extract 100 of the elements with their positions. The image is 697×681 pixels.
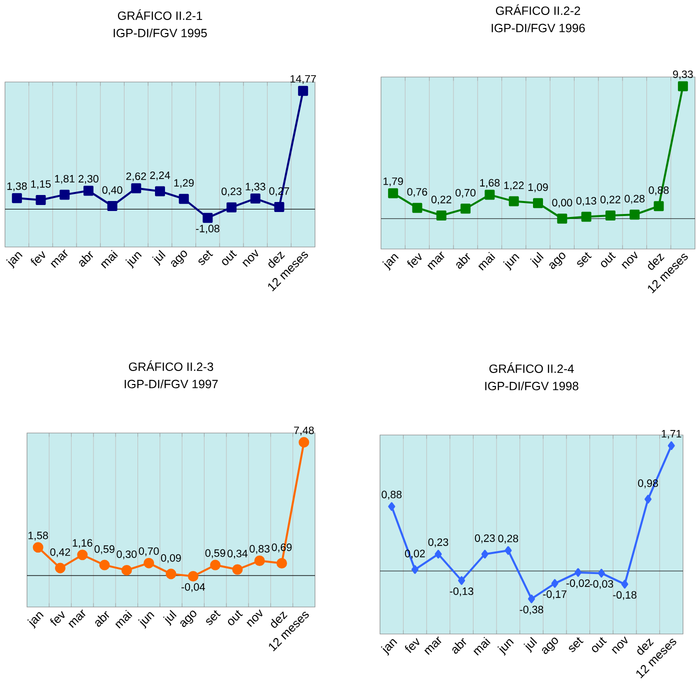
x-tick-label: out — [228, 610, 243, 626]
point — [411, 565, 418, 574]
chart-subtitle: IGP-DI/FGV 1996 — [492, 23, 585, 32]
data-label: -0,04 — [181, 583, 205, 592]
data-label: 0,23 — [474, 534, 495, 544]
x-tick-label: jul — [530, 252, 544, 268]
data-label: 1,71 — [662, 430, 682, 439]
point — [250, 194, 260, 204]
data-label: 1,38 — [7, 182, 27, 192]
x-tick-label: set — [198, 250, 214, 266]
point — [32, 542, 44, 553]
data-label: 0,70 — [138, 547, 159, 556]
x-tick-label: mai — [473, 636, 490, 656]
data-label: -1,08 — [196, 224, 220, 234]
point — [77, 550, 88, 560]
chart-subtitle: IGP-DI/FGV 1995 — [114, 28, 207, 38]
x-tick-label: set — [568, 637, 584, 652]
data-label: 2,24 — [150, 172, 170, 180]
data-label: 0,59 — [94, 545, 114, 554]
point — [504, 546, 512, 555]
data-label: 0,59 — [205, 549, 226, 558]
point — [434, 550, 442, 558]
x-tick-label: mar — [50, 249, 68, 268]
data-label: -0,18 — [613, 591, 636, 600]
point — [654, 201, 664, 212]
point — [528, 594, 535, 604]
data-label: 0,23 — [222, 188, 242, 196]
x-tick-label: nov — [242, 249, 258, 267]
data-label: 0,83 — [250, 545, 270, 554]
point — [598, 568, 605, 578]
point — [458, 576, 466, 585]
data-label: -0,13 — [450, 587, 474, 596]
point — [210, 560, 221, 570]
point — [668, 441, 675, 450]
point — [36, 194, 46, 205]
x-tick-label: out — [601, 252, 616, 268]
point — [678, 81, 688, 92]
x-tick-label: jul — [152, 250, 166, 266]
data-label: 1,16 — [72, 539, 92, 548]
x-tick-label: jul — [163, 610, 177, 626]
chart-title: GRÁFICO II.2-3 — [128, 360, 214, 371]
x-tick-label: fev — [407, 252, 422, 268]
data-label: 0,23 — [428, 538, 448, 548]
point — [481, 550, 488, 558]
data-label: 1,29 — [174, 179, 194, 188]
x-tick-label: mai — [100, 250, 118, 269]
x-tick-label: nov — [612, 636, 628, 654]
data-label: 2,62 — [126, 172, 146, 182]
point — [178, 194, 189, 204]
point — [460, 204, 471, 214]
x-tick-label: ago — [171, 250, 188, 268]
point — [121, 564, 132, 576]
data-label: 1,79 — [384, 177, 403, 186]
point — [533, 198, 544, 208]
data-label: 0,28 — [624, 194, 645, 204]
x-tick-label: abr — [456, 253, 470, 269]
data-label: 9,33 — [673, 70, 693, 80]
point — [166, 568, 176, 580]
data-label: 14,77 — [290, 75, 316, 84]
x-tick-label: fev — [30, 250, 46, 266]
x-tick-label: set — [577, 252, 592, 268]
data-label: -0,38 — [520, 606, 544, 615]
point — [107, 201, 118, 212]
point — [644, 494, 652, 504]
x-tick-label: jun — [503, 254, 520, 271]
point — [60, 190, 70, 200]
point — [581, 212, 592, 222]
data-label: 0,76 — [407, 188, 428, 197]
point — [436, 210, 446, 221]
point — [83, 186, 94, 196]
data-label: 1,58 — [28, 532, 48, 540]
chart-title: GRÁFICO II.2-4 — [489, 362, 574, 373]
x-tick-label: jan — [27, 612, 44, 629]
point — [232, 564, 243, 575]
x-tick-label: mar — [68, 609, 86, 628]
chart-title: GRÁFICO II.2-2 — [496, 4, 580, 15]
x-tick-label: ago — [549, 252, 566, 270]
x-tick-label: abr — [79, 251, 94, 267]
x-tick-label: mai — [478, 252, 496, 271]
data-label: 1,33 — [246, 182, 266, 192]
point — [621, 580, 628, 589]
point — [574, 568, 582, 577]
x-tick-label: mar — [424, 636, 442, 655]
x-tick-label: out — [222, 250, 237, 266]
point — [144, 558, 154, 568]
point — [131, 183, 142, 194]
chart-subtitle: IGP-DI/FGV 1997 — [124, 379, 218, 388]
point — [551, 579, 558, 588]
x-tick-label: out — [592, 637, 607, 652]
point — [388, 188, 398, 198]
point — [12, 193, 22, 204]
data-label: 1,09 — [528, 183, 548, 192]
data-label: 0,40 — [102, 186, 122, 196]
data-label: 0,00 — [552, 198, 572, 208]
point — [99, 560, 110, 570]
point — [226, 202, 237, 212]
x-tick-label: mai — [115, 610, 132, 629]
point — [298, 86, 308, 96]
x-tick-label: ago — [180, 610, 196, 628]
x-tick-label: jan — [380, 639, 398, 656]
